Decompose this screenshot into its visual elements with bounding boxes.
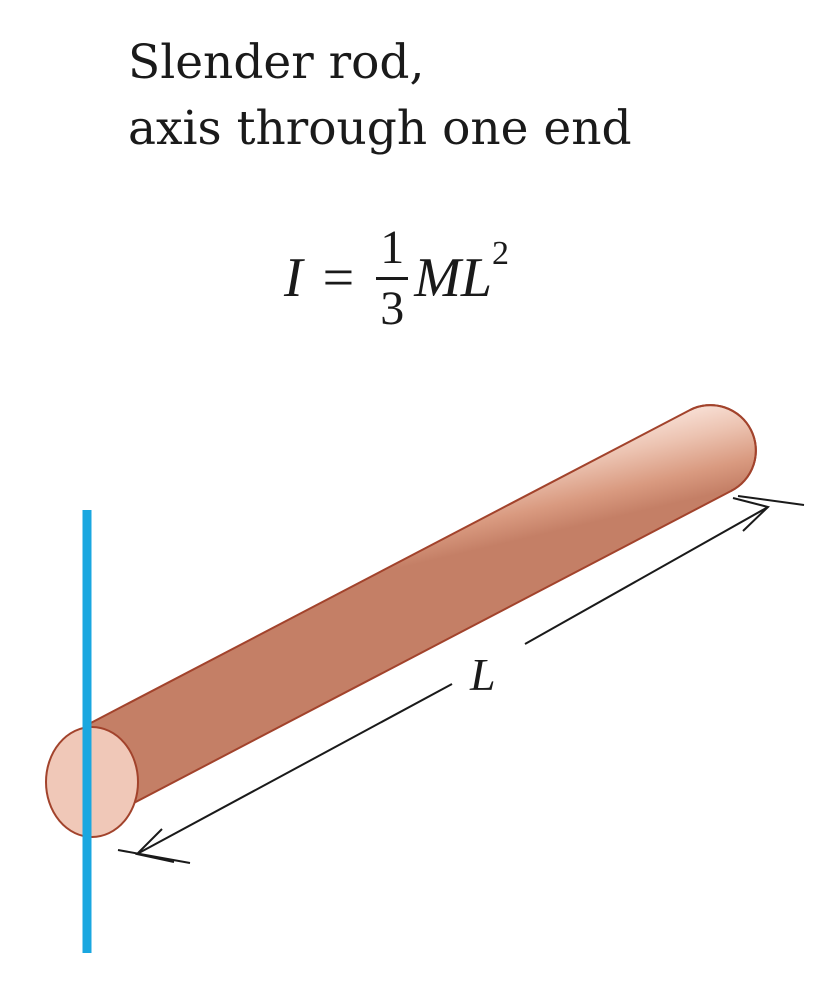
arrowhead-near [134, 828, 175, 863]
arrowhead-far [732, 497, 770, 532]
figure-title: Slender rod, axis through one end [128, 30, 632, 162]
fraction-numerator: 1 [380, 220, 405, 274]
title-line-1: Slender rod, [128, 35, 425, 90]
length-label: L [469, 649, 496, 700]
formula-fraction: 1 3 [376, 220, 409, 336]
rod-far-end [689, 404, 757, 492]
rod-body [83, 404, 757, 808]
title-line-2: axis through one end [128, 101, 632, 156]
dimension-line-lower [136, 683, 453, 855]
formula-variables: ML [414, 247, 493, 309]
extension-line-far [737, 495, 805, 506]
formula-lhs: I [284, 247, 303, 309]
fraction-bar [376, 276, 409, 280]
formula-equals: = [322, 247, 355, 309]
rod-end-cap [45, 726, 139, 838]
extension-line-near [117, 849, 191, 864]
fraction-denominator: 3 [380, 281, 405, 335]
dimension-line-upper [524, 506, 769, 645]
moment-of-inertia-formula: I = 1 3 ML 2 [284, 208, 509, 348]
length-dimension: L [117, 495, 805, 864]
formula-exponent: 2 [492, 235, 510, 272]
